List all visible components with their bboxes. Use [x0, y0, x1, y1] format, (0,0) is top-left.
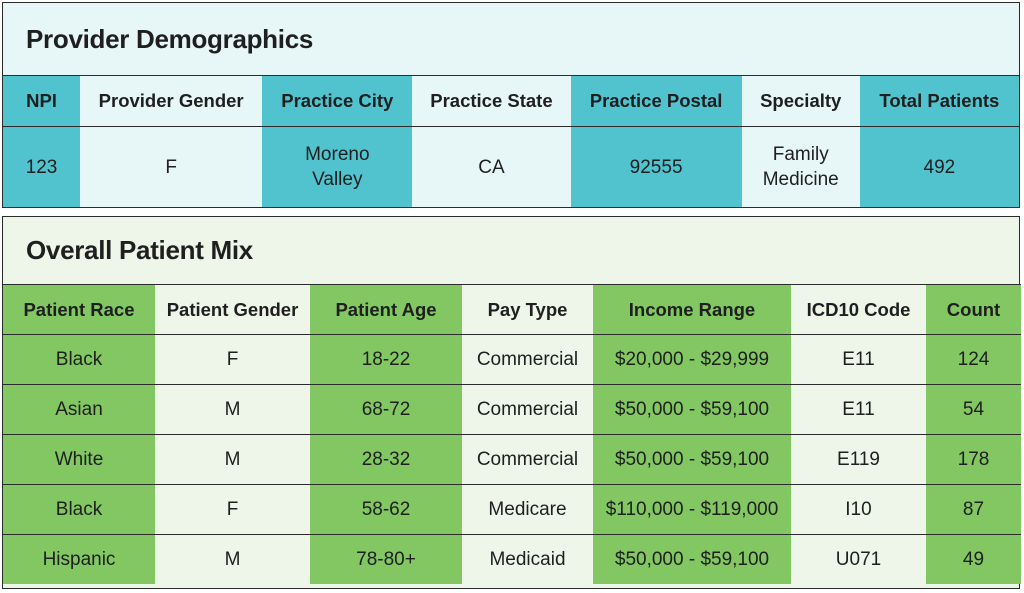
icd10-code-cell: I10	[791, 484, 926, 535]
column-header-practice-city: Practice City	[262, 75, 413, 127]
income-range-cell: $50,000 - $59,100	[593, 384, 791, 435]
practice-city-line-2: Valley	[312, 169, 363, 190]
column-header-specialty: Specialty	[741, 75, 860, 127]
provider-demographics-table: NPI Provider Gender Practice City Practi…	[3, 75, 1019, 207]
specialty-line-1: Family	[772, 144, 829, 165]
patient-mix-header-row: Patient Race Patient Gender Patient Age …	[3, 284, 1021, 335]
patient-race-cell: White	[3, 434, 155, 485]
pay-type-cell: Commercial	[462, 434, 593, 485]
column-header-icd10-code: ICD10 Code	[791, 284, 926, 335]
column-header-practice-postal: Practice Postal	[570, 75, 742, 127]
column-header-npi: NPI	[3, 75, 81, 127]
column-header-total-patients: Total Patients	[859, 75, 1019, 127]
specialty-line-2: Medicine	[762, 169, 839, 190]
income-range-cell: $20,000 - $29,999	[593, 334, 791, 385]
patient-race-cell: Black	[3, 484, 155, 535]
patient-gender-cell: F	[155, 334, 310, 385]
practice-state-value: CA	[412, 126, 571, 207]
patient-gender-cell: M	[155, 384, 310, 435]
count-cell: 87	[926, 484, 1021, 535]
total-patients-value: 492	[859, 126, 1019, 207]
column-header-count: Count	[926, 284, 1021, 335]
patient-age-cell: 28-32	[310, 434, 462, 485]
income-range-cell: $50,000 - $59,100	[593, 434, 791, 485]
patient-race-cell: Asian	[3, 384, 155, 435]
practice-city-line-1: Moreno	[305, 144, 370, 165]
patient-gender-cell: M	[155, 534, 310, 584]
icd10-code-cell: E11	[791, 334, 926, 385]
patient-age-cell: 18-22	[310, 334, 462, 385]
count-cell: 49	[926, 534, 1021, 584]
pay-type-cell: Medicaid	[462, 534, 593, 584]
icd10-code-cell: E11	[791, 384, 926, 435]
patient-race-cell: Hispanic	[3, 534, 155, 584]
patient-age-cell: 68-72	[310, 384, 462, 435]
icd10-code-cell: E119	[791, 434, 926, 485]
patient-gender-cell: F	[155, 484, 310, 535]
income-range-cell: $110,000 - $119,000	[593, 484, 791, 535]
pay-type-cell: Commercial	[462, 334, 593, 385]
count-cell: 178	[926, 434, 1021, 485]
column-header-pay-type: Pay Type	[462, 284, 593, 335]
column-header-income-range: Income Range	[593, 284, 791, 335]
column-header-patient-race: Patient Race	[3, 284, 155, 335]
column-header-practice-state: Practice State	[412, 75, 571, 127]
icd10-code-cell: U071	[791, 534, 926, 584]
income-range-cell: $50,000 - $59,100	[593, 534, 791, 584]
practice-postal-value: 92555	[570, 126, 742, 207]
provider-demographics-panel: Provider Demographics NPI Provider Gende…	[2, 2, 1020, 208]
practice-city-value: Moreno Valley	[262, 126, 413, 207]
patient-age-cell: 78-80+	[310, 534, 462, 584]
patient-mix-title: Overall Patient Mix	[26, 235, 253, 265]
provider-header-row: NPI Provider Gender Practice City Practi…	[3, 75, 1019, 127]
provider-demographics-title: Provider Demographics	[26, 23, 314, 54]
table-row: Hispanic M 78-80+ Medicaid $50,000 - $59…	[3, 534, 1021, 584]
pay-type-cell: Medicare	[462, 484, 593, 535]
patient-mix-table: Patient Race Patient Gender Patient Age …	[3, 284, 1021, 584]
npi-value: 123	[3, 126, 81, 207]
table-row: Black F 58-62 Medicare $110,000 - $119,0…	[3, 484, 1021, 535]
column-header-provider-gender: Provider Gender	[80, 75, 263, 127]
pay-type-cell: Commercial	[462, 384, 593, 435]
patient-age-cell: 58-62	[310, 484, 462, 535]
column-header-patient-gender: Patient Gender	[155, 284, 310, 335]
specialty-value: Family Medicine	[741, 126, 860, 207]
provider-data-row: 123 F Moreno Valley CA 92555 Family Medi…	[3, 126, 1019, 207]
patient-mix-panel: Overall Patient Mix Patient Race Patient…	[2, 216, 1021, 589]
provider-gender-value: F	[80, 126, 263, 207]
count-cell: 124	[926, 334, 1021, 385]
count-cell: 54	[926, 384, 1021, 435]
table-row: Black F 18-22 Commercial $20,000 - $29,9…	[3, 334, 1021, 385]
column-header-patient-age: Patient Age	[310, 284, 462, 335]
table-row: White M 28-32 Commercial $50,000 - $59,1…	[3, 434, 1021, 485]
patient-gender-cell: M	[155, 434, 310, 485]
patient-race-cell: Black	[3, 334, 155, 385]
table-row: Asian M 68-72 Commercial $50,000 - $59,1…	[3, 384, 1021, 435]
